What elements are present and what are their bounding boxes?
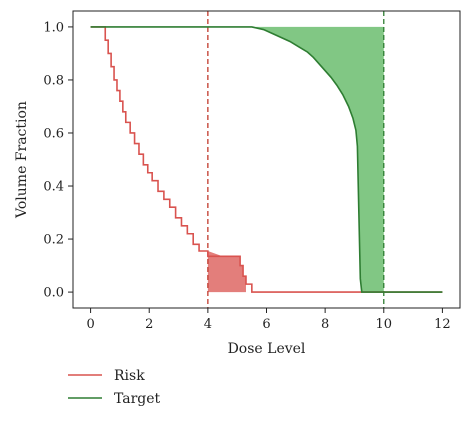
series-lines <box>90 26 443 293</box>
x-tick-label: 12 <box>434 317 451 332</box>
x-tick-label: 10 <box>375 317 392 332</box>
x-tick-label: 8 <box>321 317 329 332</box>
x-axis-label: Dose Level <box>228 341 306 357</box>
x-tick-label: 0 <box>86 317 94 332</box>
reference-lines <box>207 11 385 308</box>
y-tick-label: 0.2 <box>43 233 64 248</box>
shaded-regions <box>207 26 384 293</box>
y-tick-label: 1.0 <box>43 20 64 35</box>
y-axis-ticks: 0.0 0.2 0.4 0.6 0.8 1.0 <box>43 20 73 301</box>
shaded-region-target <box>237 26 384 293</box>
x-tick-label: 6 <box>262 317 270 332</box>
legend-label-risk: Risk <box>114 368 145 384</box>
x-axis-ticks: 0 2 4 6 8 10 12 <box>86 308 451 332</box>
legend-label-target: Target <box>114 391 161 407</box>
series-line-risk <box>90 26 443 293</box>
shaded-region-risk <box>207 250 246 293</box>
y-tick-label: 0.4 <box>43 180 64 195</box>
legend: Risk Target <box>68 368 161 407</box>
plot-frame <box>72 10 461 309</box>
y-tick-label: 0.8 <box>43 73 64 88</box>
series-line-target <box>90 26 443 293</box>
y-axis-label: Volume Fraction <box>14 101 30 219</box>
y-tick-label: 0.6 <box>43 126 64 141</box>
y-tick-label: 0.0 <box>43 286 64 301</box>
x-tick-label: 2 <box>145 317 153 332</box>
x-tick-label: 4 <box>204 317 212 332</box>
